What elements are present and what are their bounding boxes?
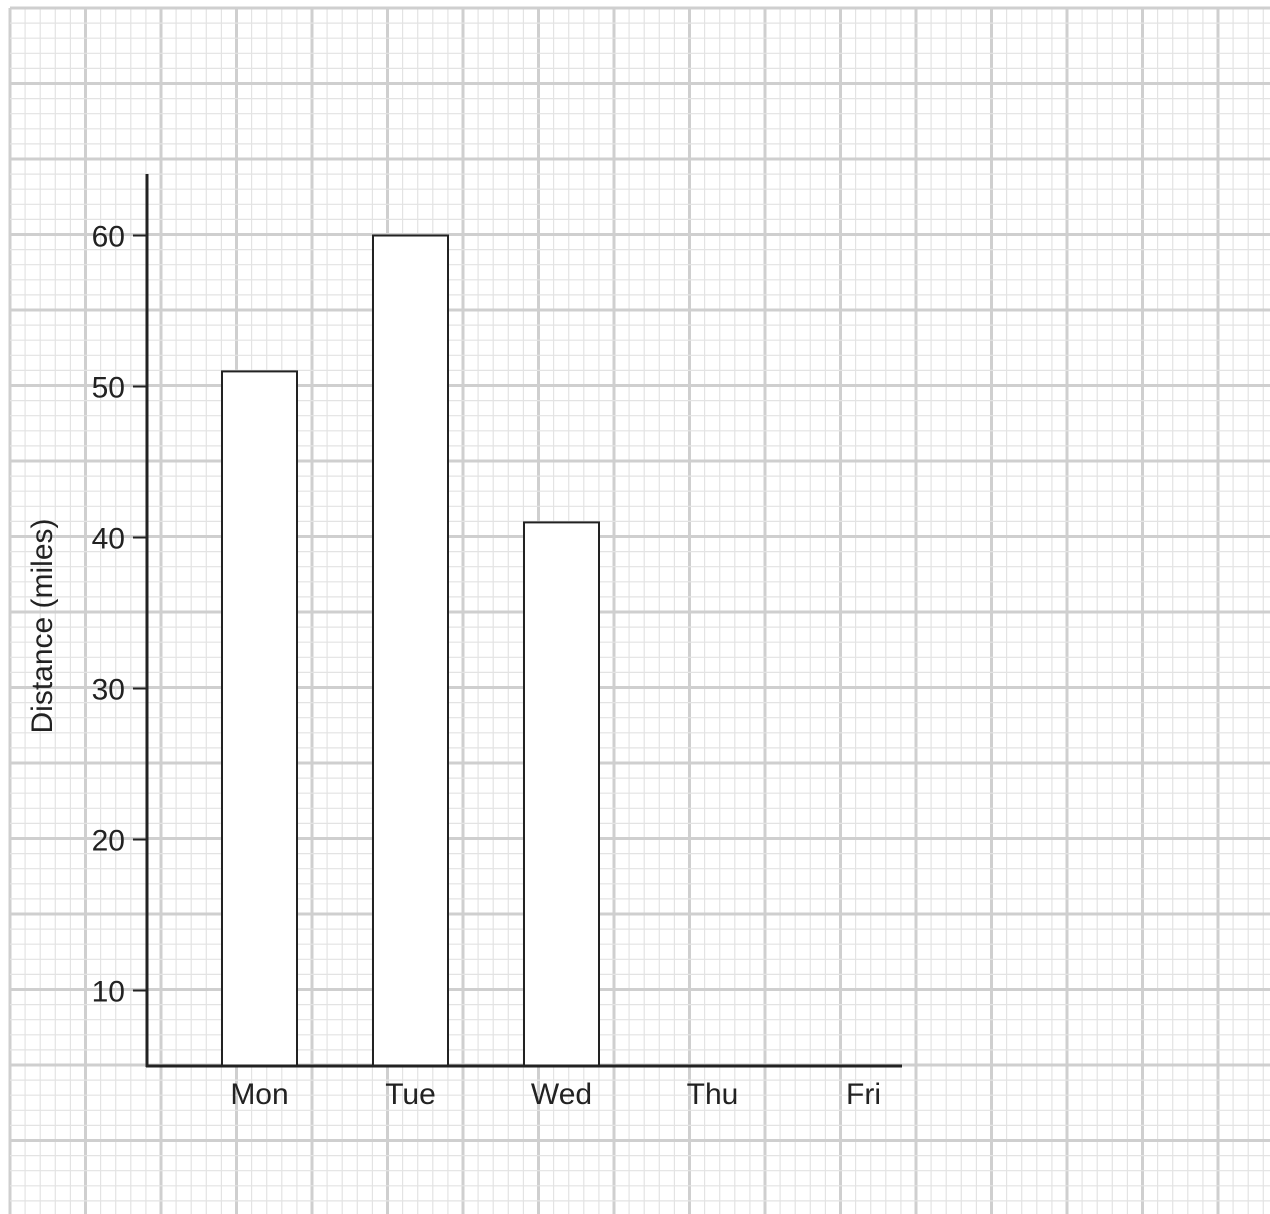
bar-tue — [372, 234, 449, 1067]
y-ticks-group: 10 20 30 40 50 60 — [92, 221, 147, 1009]
y-tick-label: 40 — [92, 523, 125, 556]
bars-group — [221, 234, 600, 1067]
graph-paper-grid — [8, 6, 1270, 1214]
y-tick-label: 10 — [92, 976, 125, 1009]
x-category-label: Wed — [531, 1078, 592, 1111]
x-category-label: Mon — [230, 1078, 288, 1111]
y-tick-label: 60 — [92, 221, 125, 254]
y-tick-label: 20 — [92, 825, 125, 858]
bar-mon — [221, 370, 298, 1067]
y-tick-label: 50 — [92, 372, 125, 405]
x-category-label: Tue — [385, 1078, 436, 1111]
x-category-label: Thu — [687, 1078, 739, 1111]
axes-group — [145, 174, 902, 1068]
x-category-labels-group: Mon Tue Wed Thu Fri — [230, 1078, 881, 1111]
y-tick-label: 30 — [92, 674, 125, 707]
x-category-label: Fri — [846, 1078, 881, 1111]
bar-wed — [523, 521, 600, 1067]
y-axis-label: Distance (miles) — [26, 518, 59, 733]
